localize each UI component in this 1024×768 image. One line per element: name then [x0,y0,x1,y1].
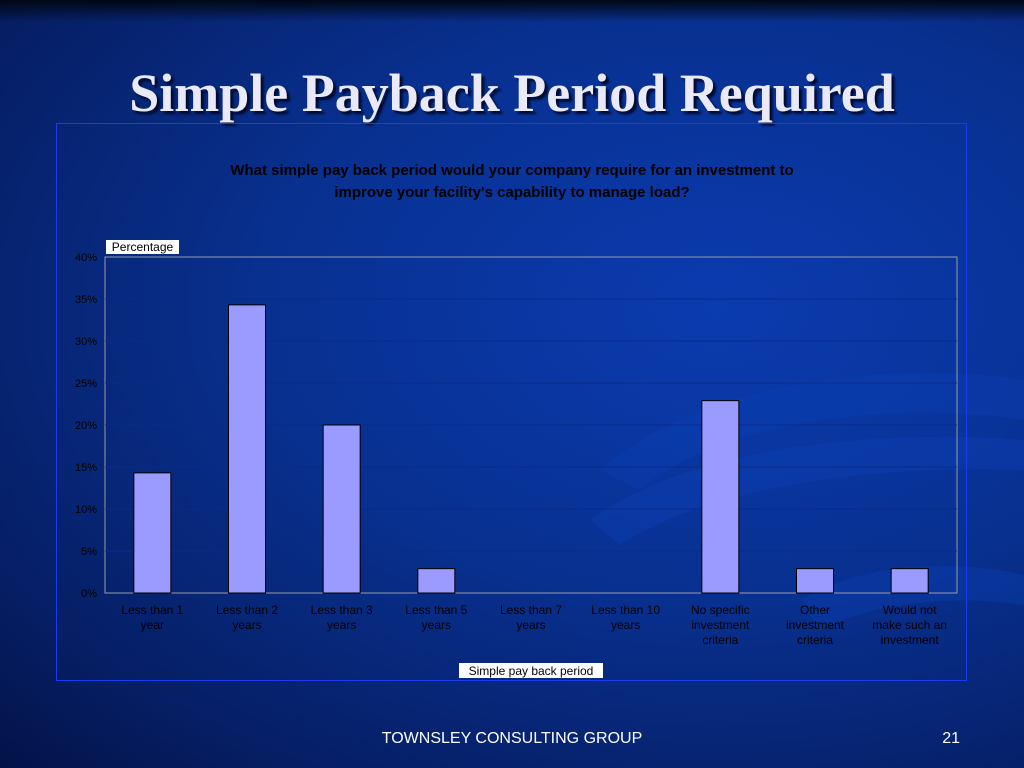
page-number: 21 [942,730,960,747]
x-category-label: Would not make such an investment [872,603,947,647]
x-category-label-line: years [327,618,356,632]
x-category-label-line: year [141,618,164,632]
x-category-label: Less than 10 years [591,603,660,632]
bar [417,568,456,594]
x-category-label: Less than 2 years [216,603,278,632]
slide-title: Simple Payback Period Required [129,63,895,123]
bar [228,304,266,594]
y-axis-ticks: 0% 5% 10% 15% 20% 25% 30% 35% 40% [75,252,97,600]
y-tick-label: 30% [75,336,97,348]
chart-title-line-2: improve your facility's capability to ma… [334,184,689,201]
y-tick-label: 15% [75,462,97,474]
x-category-label: Less than 3 years [311,603,373,632]
x-category-label: Less than 5 years [405,603,467,632]
y-tick-label: 0% [81,588,97,600]
y-axis-title-text: Percentage [112,240,174,254]
x-category-label: Less than 7 years [500,603,562,632]
x-axis-title: Simple pay back period [459,663,603,678]
x-category-label-line: make such an [872,618,947,632]
x-category-label-line: Less than 7 [500,603,562,617]
bar [796,568,834,594]
x-category-label-line: investment [881,633,940,647]
bar [890,568,929,594]
x-category-label-line: investment [691,618,750,632]
chart-title-line-1: What simple pay back period would your c… [230,162,793,179]
x-axis-title-text: Simple pay back period [469,664,594,678]
chart-frame [56,123,967,681]
y-axis-title-box [106,240,179,254]
x-category-label-line: Less than 2 [216,603,278,617]
bar [322,424,361,594]
x-category-label: No specific investment criteria [691,603,750,647]
y-tick-label: 10% [75,504,97,516]
x-category-label-line: Less than 10 [591,603,660,617]
bar [701,400,740,594]
x-category-label-line: Less than 3 [311,603,373,617]
y-tick-label: 25% [75,378,97,390]
x-category-label-line: years [232,618,261,632]
x-category-label: Less than 1 year [121,603,183,632]
x-category-label-line: years [611,618,640,632]
x-category-label-line: No specific [691,603,750,617]
bars [133,304,929,594]
footer-company-name: TOWNSLEY CONSULTING GROUP [381,730,643,747]
y-tick-label: 20% [75,420,97,432]
x-category-label-line: years [516,618,545,632]
top-shadow-band [0,0,1024,22]
x-axis-title-box [459,663,603,678]
bar [133,472,172,594]
x-category-label-line: Less than 1 [121,603,183,617]
y-tick-label: 40% [75,252,97,264]
x-category-label-line: Other [800,603,830,617]
y-tick-label: 5% [81,546,97,558]
x-category-label-line: Would not [883,603,937,617]
x-category-label-line: investment [786,618,845,632]
x-category-label-line: years [422,618,451,632]
y-axis-title: Percentage [106,240,179,254]
x-category-label: Other investment criteria [786,603,845,647]
x-category-label-line: Less than 5 [405,603,467,617]
x-category-label-line: criteria [702,633,738,647]
x-category-label-line: criteria [797,633,833,647]
y-tick-label: 35% [75,294,97,306]
